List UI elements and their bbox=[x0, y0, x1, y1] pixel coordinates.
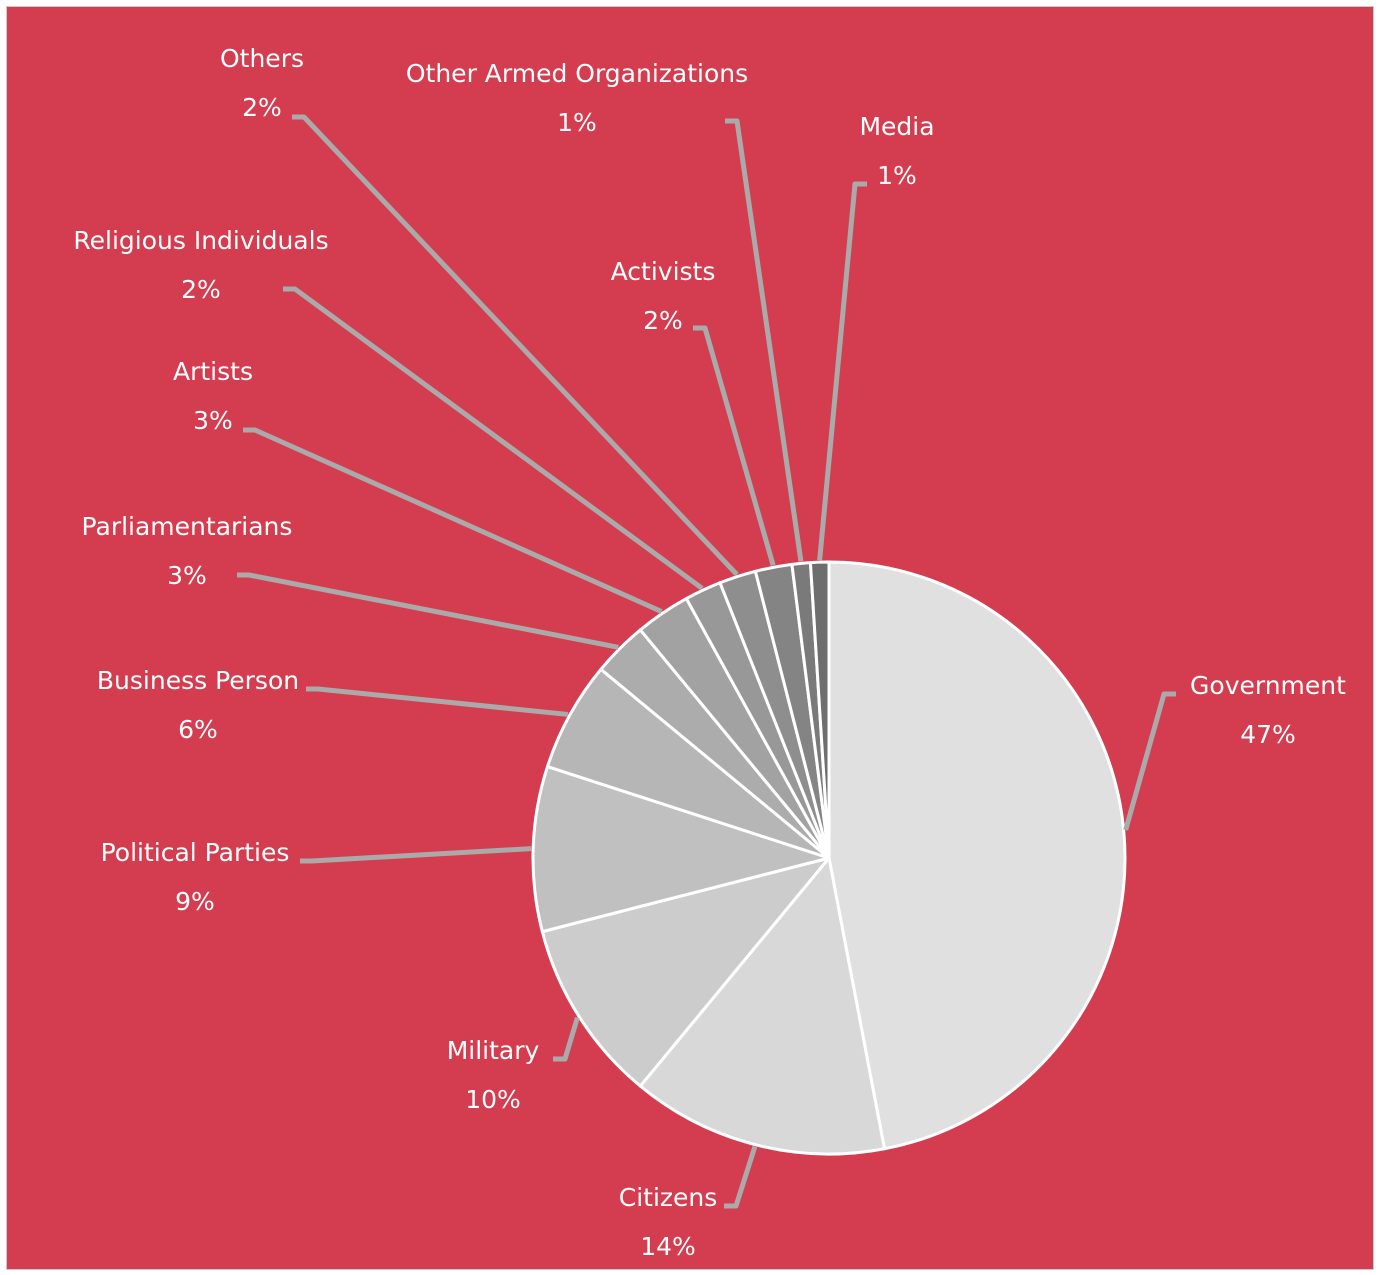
slice-name-government: Government bbox=[1190, 671, 1346, 700]
slice-value-military: 10% bbox=[465, 1085, 521, 1114]
slice-value-other-armed-organizations: 1% bbox=[557, 108, 597, 137]
slice-name-citizens: Citizens bbox=[619, 1183, 718, 1212]
slice-name-artists: Artists bbox=[173, 357, 253, 386]
slice-value-parliamentarians: 3% bbox=[167, 561, 207, 590]
slice-name-military: Military bbox=[447, 1036, 540, 1065]
slice-value-citizens: 14% bbox=[640, 1232, 696, 1261]
slice-value-religious-individuals: 2% bbox=[181, 275, 221, 304]
slice-value-activists: 2% bbox=[643, 306, 683, 335]
pie-slice-media bbox=[808, 560, 831, 860]
slice-name-others: Others bbox=[220, 44, 304, 73]
slice-value-artists: 3% bbox=[193, 406, 233, 435]
leader-line-government bbox=[1123, 691, 1176, 831]
slice-name-parliamentarians: Parliamentarians bbox=[82, 512, 293, 541]
slice-value-others: 2% bbox=[242, 93, 282, 122]
leader-lines bbox=[237, 114, 1176, 1209]
leader-line-military bbox=[553, 1016, 580, 1062]
leader-line-citizens bbox=[724, 1145, 758, 1209]
slice-name-religious-individuals: Religious Individuals bbox=[73, 226, 328, 255]
pie-slice-government bbox=[827, 560, 1127, 1151]
pie-slice-military bbox=[540, 856, 831, 1088]
leader-line-parliamentarians bbox=[237, 572, 619, 650]
leader-line-artists bbox=[243, 427, 663, 614]
slice-labels: Government 47% Citizens 14% Military 10% Polit… bbox=[73, 44, 1346, 1261]
slice-value-government: 47% bbox=[1240, 720, 1296, 749]
leader-line-political-parties bbox=[300, 846, 532, 864]
slice-name-media: Media bbox=[859, 112, 934, 141]
leader-line-other-armed-organizations bbox=[725, 118, 804, 562]
leader-line-activists bbox=[693, 325, 776, 566]
pie-slices bbox=[531, 560, 1127, 1156]
slice-name-political-parties: Political Parties bbox=[101, 838, 290, 867]
slice-name-business-person: Business Person bbox=[97, 666, 299, 695]
pie-slice-political-parties bbox=[531, 765, 831, 934]
slice-value-business-person: 6% bbox=[178, 715, 218, 744]
leader-line-media bbox=[817, 181, 867, 561]
leader-line-others bbox=[292, 114, 739, 577]
slice-value-media: 1% bbox=[877, 161, 917, 190]
leader-line-business-person bbox=[306, 686, 569, 717]
slice-name-activists: Activists bbox=[611, 257, 716, 286]
pie-slice-citizens bbox=[638, 856, 886, 1156]
slice-value-political-parties: 9% bbox=[175, 887, 215, 916]
leader-line-religious-individuals bbox=[283, 286, 704, 591]
slice-name-other-armed-organizations: Other Armed Organizations bbox=[406, 59, 748, 88]
